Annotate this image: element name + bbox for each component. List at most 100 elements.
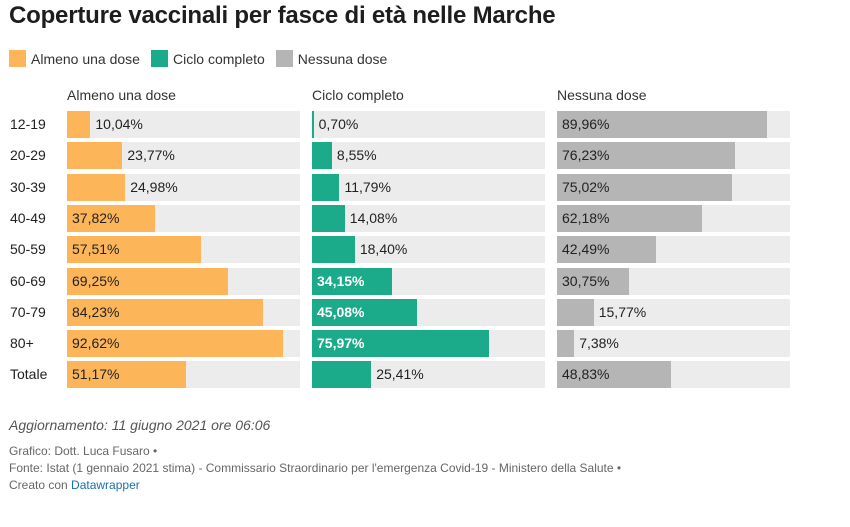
value-label-nessuna: 42,49% — [562, 241, 610, 257]
legend-label-ciclo: Ciclo completo — [172, 50, 265, 67]
bar-almeno — [67, 361, 187, 388]
value-label-ciclo: 11,79% — [344, 179, 391, 195]
created-line: Creato con Datawrapper — [9, 477, 621, 494]
bar-track-nessuna: 62,18% — [557, 205, 790, 232]
value-label-ciclo: 8,55% — [336, 147, 377, 163]
value-label-nessuna: 89,96% — [562, 116, 610, 132]
bar-track-almeno: 51,17% — [67, 361, 300, 388]
row-label: 30-39 — [10, 179, 46, 195]
bar-track-ciclo: 34,15% — [312, 268, 545, 295]
row-label: 50-59 — [10, 241, 46, 257]
value-label-nessuna: 75,02% — [562, 179, 610, 195]
bar-track-ciclo: 45,08% — [312, 299, 545, 326]
bar-almeno — [67, 111, 91, 138]
column-header-almeno: Almeno una dose — [67, 87, 176, 103]
chart-title: Coperture vaccinali per fasce di età nel… — [9, 2, 556, 29]
bar-track-ciclo: 18,40% — [312, 236, 545, 263]
bar-ciclo — [312, 111, 314, 138]
value-label-nessuna: 7,38% — [579, 335, 619, 351]
bar-track-almeno: 23,77% — [67, 142, 300, 169]
bar-almeno — [67, 142, 123, 169]
value-label-nessuna: 62,18% — [562, 210, 610, 226]
legend-item-almeno: Almeno una dose — [9, 50, 140, 67]
value-label-ciclo: 75,97% — [317, 335, 365, 351]
bar-nessuna — [557, 111, 767, 138]
bar-ciclo — [312, 268, 392, 295]
value-label-almeno: 84,23% — [72, 304, 120, 320]
value-label-almeno: 51,17% — [72, 366, 120, 382]
bar-almeno — [67, 174, 126, 201]
column-header-nessuna: Nessuna dose — [557, 87, 647, 103]
row-label: 80+ — [10, 335, 34, 351]
source-line: Fonte: Istat (1 gennaio 2021 stima) - Co… — [9, 461, 622, 475]
bar-track-ciclo: 25,41% — [312, 361, 545, 388]
value-label-almeno: 23,77% — [127, 147, 175, 163]
value-label-ciclo: 0,70% — [318, 116, 359, 132]
datawrapper-link[interactable]: Datawrapper — [71, 478, 140, 492]
bar-track-ciclo: 0,70% — [312, 111, 545, 138]
bar-track-ciclo: 11,79% — [312, 174, 545, 201]
bar-track-almeno: 24,98% — [67, 174, 300, 201]
credit-line: Grafico: Dott. Luca Fusaro • — [9, 444, 158, 458]
bar-ciclo — [312, 299, 418, 326]
bar-track-nessuna: 76,23% — [557, 142, 790, 169]
bar-nessuna — [557, 299, 594, 326]
bar-nessuna — [557, 174, 732, 201]
row-label: Totale — [10, 366, 48, 382]
bar-nessuna — [557, 330, 575, 357]
bar-ciclo — [312, 142, 332, 169]
chart-notes: Grafico: Dott. Luca Fusaro • Fonte: Ista… — [9, 443, 621, 494]
legend-item-nessuna: Nessuna dose — [275, 50, 388, 67]
bar-almeno — [67, 330, 283, 357]
legend-swatch-ciclo — [150, 50, 168, 67]
update-note: Aggiornamento: 11 giugno 2021 ore 06:06 — [9, 417, 271, 433]
bar-nessuna — [557, 205, 702, 232]
bar-track-nessuna: 75,02% — [557, 174, 790, 201]
legend-swatch-almeno — [9, 50, 26, 67]
value-label-ciclo: 34,15% — [317, 273, 365, 289]
value-label-ciclo: 25,41% — [376, 366, 424, 382]
bar-nessuna — [557, 142, 735, 169]
bar-almeno — [67, 299, 264, 326]
bar-ciclo — [312, 174, 340, 201]
value-label-ciclo: 14,08% — [349, 210, 398, 226]
legend-label-almeno: Almeno una dose — [31, 50, 140, 67]
bar-track-almeno: 92,62% — [67, 330, 300, 357]
value-label-ciclo: 18,40% — [359, 241, 408, 257]
bar-track-ciclo: 14,08% — [312, 205, 545, 232]
bar-ciclo — [312, 236, 355, 263]
bar-track-ciclo: 8,55% — [312, 142, 545, 169]
value-label-nessuna: 30,75% — [562, 273, 610, 289]
row-label: 40-49 — [10, 210, 46, 226]
bar-almeno — [67, 268, 229, 295]
bar-track-almeno: 37,82% — [67, 205, 300, 232]
bar-track-nessuna: 42,49% — [557, 236, 790, 263]
bar-almeno — [67, 205, 156, 232]
bar-track-nessuna: 30,75% — [557, 268, 790, 295]
value-label-almeno: 69,25% — [72, 273, 120, 289]
bar-ciclo — [312, 205, 345, 232]
bar-track-nessuna: 7,38% — [557, 330, 790, 357]
bar-nessuna — [557, 268, 629, 295]
legend-swatch-nessuna — [275, 50, 293, 67]
value-label-almeno: 10,04% — [95, 116, 143, 132]
bar-track-almeno: 10,04% — [67, 111, 300, 138]
value-label-almeno: 92,62% — [72, 335, 120, 351]
value-label-ciclo: 45,08% — [317, 304, 365, 320]
bar-track-nessuna: 48,83% — [557, 361, 790, 388]
value-label-almeno: 24,98% — [130, 179, 178, 195]
row-label: 60-69 — [10, 273, 46, 289]
bar-track-almeno: 57,51% — [67, 236, 300, 263]
bar-ciclo — [312, 361, 372, 388]
row-label: 70-79 — [10, 304, 46, 320]
legend-label-nessuna: Nessuna dose — [297, 50, 388, 67]
legend-item-ciclo: Ciclo completo — [150, 50, 265, 67]
bar-track-almeno: 84,23% — [67, 299, 300, 326]
bar-almeno — [67, 236, 201, 263]
bar-track-nessuna: 15,77% — [557, 299, 790, 326]
row-label: 20-29 — [10, 147, 46, 163]
value-label-nessuna: 48,83% — [562, 366, 610, 382]
bar-track-almeno: 69,25% — [67, 268, 300, 295]
value-label-nessuna: 15,77% — [598, 304, 647, 320]
bar-nessuna — [557, 236, 656, 263]
